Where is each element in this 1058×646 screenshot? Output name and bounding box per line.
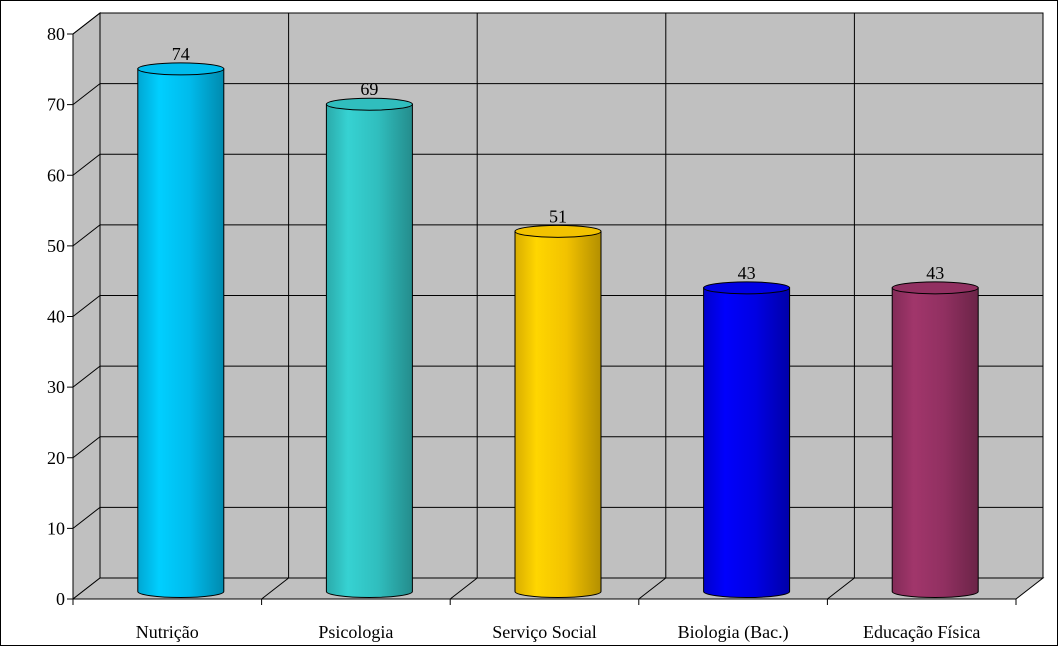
x-tick-label: Educação Física xyxy=(863,622,980,642)
gridline-side xyxy=(72,506,101,529)
gridline-floor xyxy=(261,577,289,600)
y-tick-label: 50 xyxy=(47,236,65,256)
gridline-side xyxy=(72,436,101,459)
y-tick-label: 60 xyxy=(47,165,65,185)
bar xyxy=(137,62,225,598)
bar-body xyxy=(514,230,602,598)
y-tick-label: 30 xyxy=(47,377,65,397)
data-label: 69 xyxy=(360,79,378,99)
bar-top xyxy=(891,281,979,295)
y-tick-label: 40 xyxy=(47,307,65,327)
data-label: 43 xyxy=(926,263,944,283)
y-tick-label: 20 xyxy=(47,448,65,468)
x-tick-label: Serviço Social xyxy=(492,622,596,642)
bar-body xyxy=(703,287,791,598)
y-tick-label: 70 xyxy=(47,95,65,115)
bar xyxy=(703,281,791,598)
gridline-floor xyxy=(449,577,478,600)
gridline-side xyxy=(72,12,101,35)
gridline-side xyxy=(72,153,101,176)
x-tick-label: Nutrição xyxy=(136,622,199,642)
bar-body xyxy=(891,287,979,598)
bar xyxy=(325,97,413,598)
bars xyxy=(137,62,979,598)
data-label: 74 xyxy=(172,44,190,64)
x-tick-label: Psicologia xyxy=(318,622,393,642)
bar xyxy=(891,281,979,598)
data-label: 51 xyxy=(549,206,567,226)
x-tick-label: Biologia (Bac.) xyxy=(678,622,789,643)
axes xyxy=(67,33,1017,605)
bar-top xyxy=(703,281,791,295)
gridline-side xyxy=(72,83,101,106)
gridline-floor xyxy=(827,577,855,600)
gridline-side xyxy=(72,365,101,388)
bar-top xyxy=(137,62,225,76)
bar-body xyxy=(325,103,413,598)
bar-body xyxy=(137,68,225,598)
y-tick-label: 0 xyxy=(56,589,65,609)
gridline-side xyxy=(72,295,101,317)
gridline-side xyxy=(72,224,101,247)
y-tick-label: 10 xyxy=(47,518,65,538)
labels: 0 10 20 30 40 50 60 70 80 74 69 51 43 43 Nutrição Psico… xyxy=(47,24,980,643)
bar-top xyxy=(325,97,413,111)
bar xyxy=(514,224,602,598)
gridline-floor xyxy=(638,577,667,600)
bar-top xyxy=(514,224,602,238)
y-tick-label: 80 xyxy=(47,24,65,44)
data-label: 43 xyxy=(738,263,756,283)
